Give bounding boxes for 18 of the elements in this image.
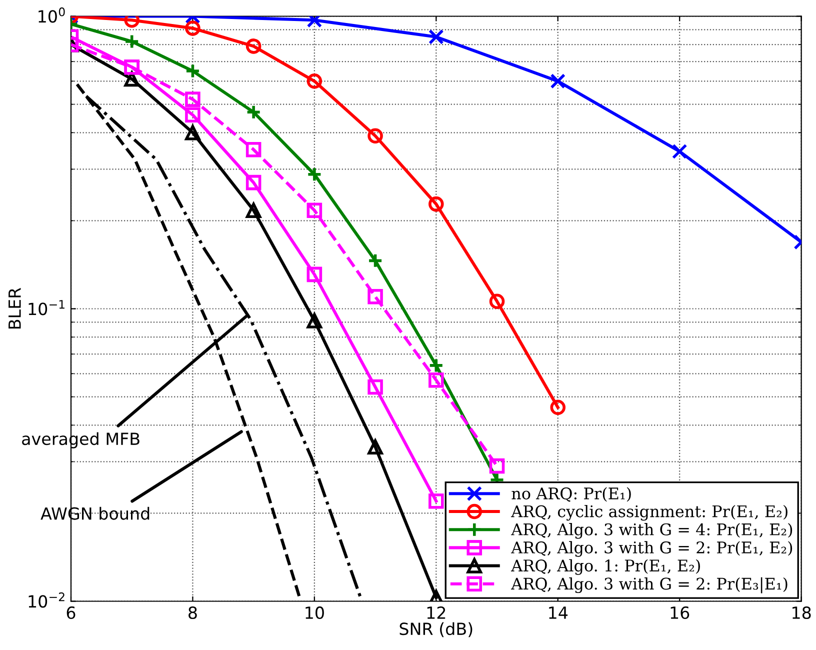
legend-label: ARQ, Algo. 3 with G = 4: Pr(E₁, E₂) — [511, 523, 792, 539]
y-axis-title: BLER — [8, 288, 21, 329]
x-axis-title: SNR (dB) — [400, 622, 472, 638]
x-tick-label: 14 — [549, 606, 568, 619]
legend-label: no ARQ: Pr(E₁) — [512, 487, 631, 502]
x-tick-label: 8 — [188, 606, 197, 620]
legend-label: ARQ, Algo. 1: Pr(E₁, E₂) — [511, 559, 700, 575]
legend-label: ARQ, Algo. 3 with G = 2: Pr(E₃|E₁) — [511, 577, 788, 594]
y-tick-label: 10$^{0}$ — [38, 7, 65, 23]
x-tick-label: 16 — [670, 606, 690, 620]
x-tick-label: 12 — [427, 606, 446, 619]
y-tick-label: 10$^{−2}$ — [28, 592, 64, 608]
legend-label: ARQ, Algo. 3 with G = 2: Pr(E₁, E₂) — [511, 541, 792, 557]
y-tick-label: 10$^{−1}$ — [28, 300, 64, 316]
legend-label: ARQ, cyclic assignment: Pr(E₁, E₂) — [511, 504, 788, 521]
x-tick-label: 6 — [66, 606, 76, 620]
x-tick-label: 10 — [306, 606, 324, 620]
x-tick-label: 18 — [792, 606, 811, 620]
